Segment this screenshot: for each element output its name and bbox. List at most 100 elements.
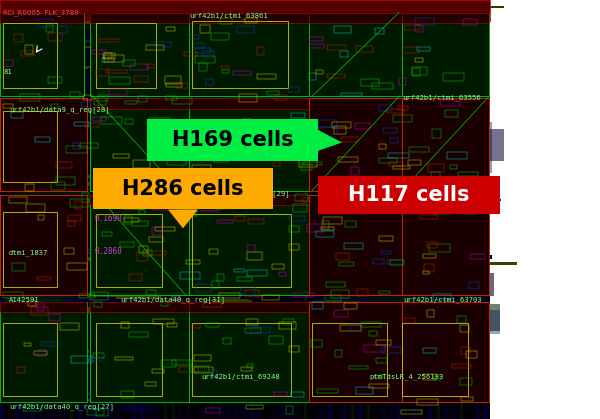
- Bar: [392, 220, 416, 223]
- Text: urf42b1/ctmi_63655: urf42b1/ctmi_63655: [93, 190, 172, 197]
- Bar: [155, 227, 175, 231]
- Bar: [292, 349, 373, 367]
- Bar: [56, 162, 73, 168]
- Bar: [316, 127, 385, 142]
- Text: H286 cells: H286 cells: [122, 178, 244, 199]
- Bar: [286, 138, 304, 142]
- Bar: [445, 330, 479, 372]
- Bar: [202, 128, 244, 144]
- Bar: [187, 321, 291, 371]
- Bar: [431, 172, 440, 179]
- Bar: [166, 27, 175, 31]
- Bar: [20, 246, 55, 277]
- Bar: [421, 199, 502, 201]
- Bar: [296, 70, 332, 109]
- Bar: [167, 323, 178, 327]
- Bar: [219, 292, 239, 298]
- Bar: [279, 246, 305, 248]
- Bar: [140, 0, 143, 419]
- Bar: [364, 346, 385, 352]
- Bar: [0, 341, 490, 343]
- Bar: [241, 287, 255, 295]
- Bar: [195, 48, 211, 53]
- Bar: [0, 3, 490, 5]
- Bar: [0, 303, 490, 305]
- Bar: [49, 314, 60, 321]
- Bar: [460, 325, 469, 331]
- Bar: [208, 323, 290, 325]
- Bar: [31, 307, 48, 315]
- Bar: [197, 95, 249, 144]
- Bar: [0, 191, 490, 193]
- Bar: [0, 124, 490, 126]
- Bar: [0, 311, 490, 313]
- Bar: [68, 222, 75, 226]
- Bar: [0, 103, 490, 105]
- Bar: [0, 399, 490, 401]
- Bar: [0, 141, 490, 143]
- Bar: [0, 145, 83, 185]
- Bar: [185, 260, 200, 264]
- Bar: [183, 163, 202, 169]
- Bar: [0, 94, 490, 96]
- Bar: [235, 149, 317, 152]
- Bar: [29, 202, 66, 205]
- Bar: [0, 300, 490, 302]
- Bar: [0, 153, 490, 155]
- Bar: [318, 176, 500, 214]
- Bar: [96, 214, 162, 287]
- Bar: [102, 58, 114, 62]
- Bar: [415, 18, 434, 25]
- Bar: [189, 98, 309, 109]
- Bar: [316, 309, 335, 313]
- Bar: [0, 74, 490, 76]
- Bar: [67, 263, 87, 270]
- Bar: [56, 177, 75, 185]
- Bar: [278, 352, 333, 354]
- Bar: [257, 47, 264, 54]
- Bar: [356, 387, 373, 394]
- Bar: [0, 165, 490, 167]
- Bar: [0, 256, 490, 258]
- Bar: [336, 38, 397, 40]
- Bar: [0, 206, 490, 208]
- Bar: [389, 357, 476, 387]
- Bar: [172, 295, 179, 300]
- Bar: [189, 302, 309, 402]
- Bar: [372, 83, 393, 89]
- Bar: [70, 92, 80, 98]
- Bar: [161, 136, 172, 143]
- Bar: [0, 0, 490, 3]
- Bar: [0, 98, 87, 191]
- Bar: [0, 229, 490, 231]
- Bar: [94, 303, 102, 307]
- Bar: [112, 182, 151, 185]
- Bar: [83, 330, 164, 364]
- Bar: [0, 358, 490, 360]
- Bar: [74, 201, 82, 209]
- Bar: [106, 70, 127, 73]
- Bar: [37, 349, 89, 353]
- Bar: [273, 0, 276, 419]
- Bar: [0, 294, 490, 296]
- Bar: [0, 405, 490, 407]
- Bar: [90, 13, 189, 23]
- Bar: [0, 323, 490, 325]
- Bar: [0, 376, 490, 378]
- Bar: [193, 165, 211, 170]
- Bar: [245, 328, 262, 333]
- Bar: [279, 322, 296, 329]
- Bar: [90, 302, 189, 312]
- Bar: [0, 326, 490, 328]
- Bar: [283, 319, 295, 324]
- Bar: [303, 162, 322, 165]
- Bar: [65, 125, 130, 166]
- Bar: [172, 0, 175, 419]
- Bar: [307, 224, 324, 232]
- Bar: [223, 96, 303, 98]
- Bar: [0, 97, 490, 99]
- Bar: [0, 226, 490, 228]
- Bar: [0, 382, 490, 384]
- Bar: [353, 60, 451, 95]
- Bar: [164, 298, 194, 303]
